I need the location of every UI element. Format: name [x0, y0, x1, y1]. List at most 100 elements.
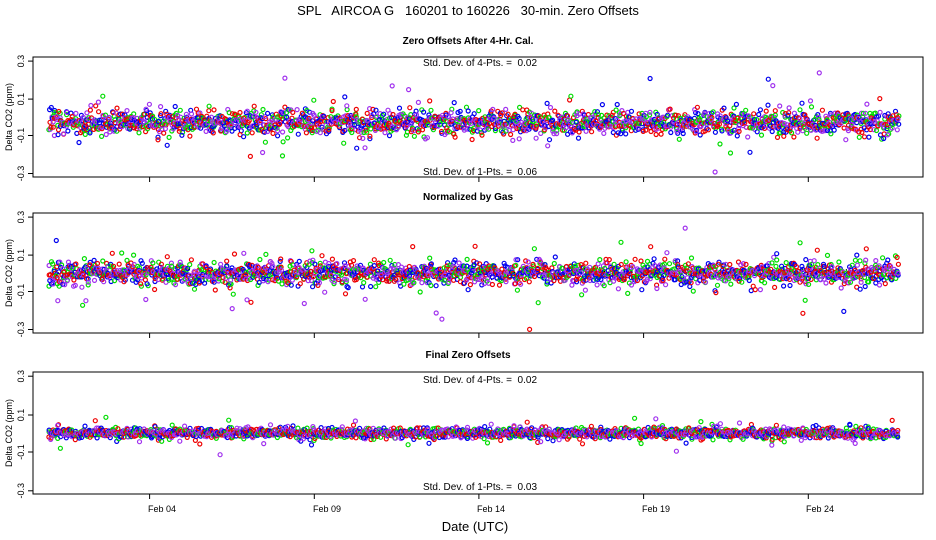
data-point [803, 115, 809, 122]
data-point [808, 104, 815, 110]
data-point [610, 129, 616, 136]
data-point [287, 263, 293, 269]
data-point [155, 134, 161, 140]
data-point [765, 102, 771, 108]
data-point [777, 103, 783, 109]
data-point [342, 291, 349, 297]
data-point [573, 119, 579, 125]
data-point [284, 114, 290, 120]
data-point [544, 100, 550, 107]
data-point [398, 264, 405, 270]
data-point [647, 109, 653, 115]
gas-mean-point [106, 269, 108, 272]
data-point [148, 264, 154, 270]
gas-mean-point [165, 274, 167, 276]
data-point [614, 101, 620, 108]
data-point [196, 280, 202, 286]
data-point [651, 126, 657, 133]
data-point [70, 124, 76, 130]
data-point [309, 125, 315, 131]
data-point [733, 101, 740, 108]
data-point [643, 127, 649, 133]
data-point [387, 257, 393, 263]
data-point [843, 137, 849, 143]
gas-mean-point [860, 278, 862, 280]
data-point [119, 250, 125, 256]
data-point [116, 261, 122, 267]
data-point [83, 298, 89, 304]
data-point [896, 121, 902, 127]
data-point [516, 136, 522, 142]
data-point [428, 107, 434, 113]
data-point [223, 129, 229, 135]
data-point [628, 108, 635, 114]
data-point [87, 130, 93, 136]
data-point [98, 133, 105, 139]
data-point [667, 106, 673, 112]
data-point [646, 112, 653, 118]
data-point [815, 111, 821, 118]
data-point [187, 133, 193, 139]
data-point [278, 256, 284, 262]
data-point [365, 118, 371, 124]
y-tick-label: 0.1 [16, 249, 26, 262]
gas-mean-point [845, 269, 847, 271]
data-point [344, 103, 350, 109]
data-point [477, 127, 483, 133]
data-point [48, 104, 54, 111]
data-point [569, 130, 575, 136]
data-point [335, 274, 341, 280]
gas-mean-point [368, 272, 370, 274]
data-point [395, 124, 401, 130]
data-point [877, 109, 883, 115]
data-point [751, 111, 757, 117]
data-point [386, 133, 393, 139]
data-point [490, 106, 496, 113]
data-point [270, 130, 276, 136]
data-point [91, 257, 97, 263]
data-point [364, 110, 370, 117]
data-point [828, 131, 834, 137]
marks-layer [46, 225, 902, 332]
data-point [745, 134, 751, 140]
data-point [185, 265, 191, 272]
data-point [731, 105, 737, 111]
data-point [280, 129, 286, 135]
data-point [816, 114, 822, 121]
data-point [693, 129, 700, 135]
marks-layer [46, 70, 902, 175]
data-point [551, 131, 557, 137]
gas-mean-point [345, 268, 347, 270]
data-point [317, 130, 323, 136]
data-point [80, 272, 86, 278]
data-point [781, 120, 788, 127]
panel-zero-offsets: Zero Offsets After 4-Hr. Cal. Std. Dev. … [4, 36, 924, 182]
data-point [553, 131, 560, 137]
data-point [71, 277, 77, 283]
data-point [247, 262, 253, 268]
data-point [56, 269, 62, 275]
data-point [680, 130, 686, 137]
data-point [180, 270, 186, 277]
data-point [371, 257, 377, 263]
panel-title: Final Zero Offsets [425, 350, 510, 361]
gas-mean-point [67, 275, 69, 277]
data-point [136, 130, 142, 136]
data-point [247, 153, 253, 159]
data-point [79, 119, 86, 125]
data-point [640, 128, 646, 134]
data-point [674, 128, 680, 134]
data-point [65, 128, 71, 134]
data-point [822, 128, 828, 134]
data-point [290, 109, 296, 116]
data-point [381, 111, 387, 117]
data-point [399, 275, 405, 282]
data-point [522, 120, 528, 126]
data-point [289, 115, 295, 121]
data-point [415, 99, 421, 106]
data-point [716, 121, 723, 127]
data-point [177, 259, 183, 265]
data-point [396, 105, 403, 111]
data-point [353, 106, 359, 113]
data-point [427, 98, 433, 104]
